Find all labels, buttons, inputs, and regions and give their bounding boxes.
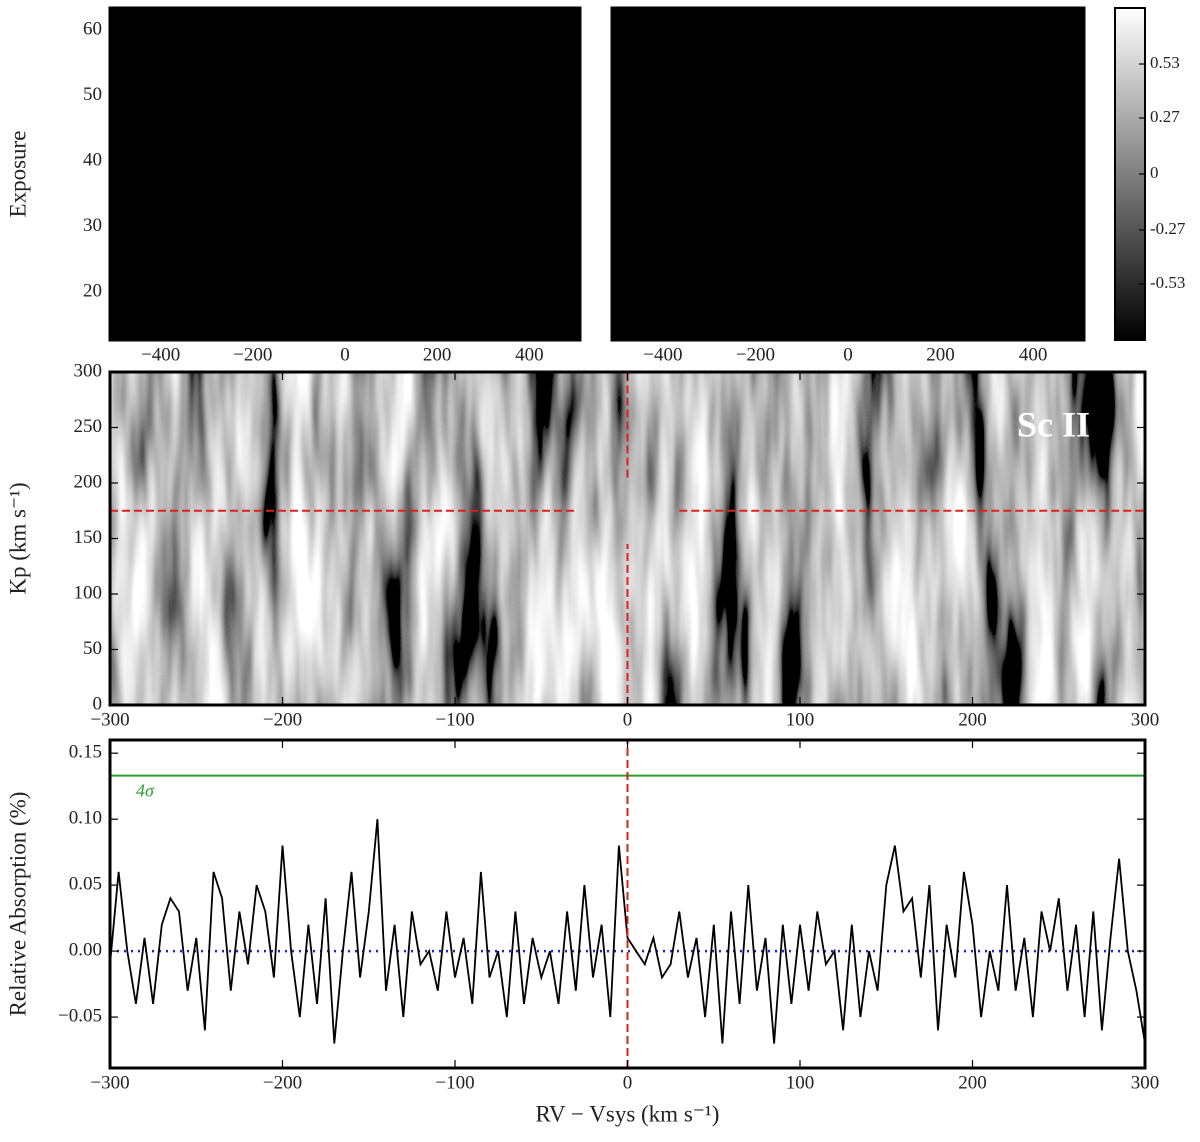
x-tick-label: −300 [90,709,129,730]
x-tick-label: 0 [623,709,633,730]
heatmap-image [612,8,1084,340]
x-tick-label: 0 [340,344,350,365]
y-tick-label: 50 [83,638,102,659]
x-tick-label: 200 [958,1072,987,1093]
x-tick-label: 400 [515,344,544,365]
plot-frame [108,6,582,342]
x-tick-label: −300 [90,1072,129,1093]
x-tick-label: 0 [623,1072,633,1093]
x-tick-label: 300 [1131,709,1160,730]
y-tick-label: 20 [83,281,102,302]
x-tick-label: −100 [435,1072,474,1093]
x-tick-label: −400 [141,344,180,365]
x-tick-label: −100 [435,709,474,730]
y-tick-label: 200 [74,471,103,492]
y-axis-label: Exposure [5,131,30,218]
colorbar-tick-label: 0 [1150,163,1159,182]
plot-frame [108,370,1147,707]
x-tick-label: 100 [786,1072,815,1093]
x-tick-label: −200 [263,1072,302,1093]
x-tick-label: −200 [736,344,775,365]
y-tick-label: 0.00 [69,939,102,960]
y-axis-label: Kp (km s⁻¹) [5,482,30,594]
colorbar-tick-label: 0.53 [1150,53,1180,72]
colorbar-tick-label: -0.27 [1150,219,1186,238]
colorbar-tick-label: 0.27 [1150,107,1180,126]
y-tick-label: 100 [74,582,103,603]
x-tick-label: 0 [843,344,853,365]
heatmap-image [110,8,580,340]
y-tick-label: 150 [74,527,103,548]
y-tick-label: 0.10 [69,808,102,829]
x-tick-label: −200 [233,344,272,365]
annotation: Sc II [1017,404,1090,444]
colorbar-tick-label: -0.53 [1150,273,1185,292]
y-axis-label: Relative Absorption (%) [5,792,30,1017]
x-tick-label: 100 [786,709,815,730]
y-tick-label: 50 [83,84,102,105]
x-tick-label: 400 [1019,344,1048,365]
x-tick-label: 300 [1131,1072,1160,1093]
x-tick-label: 200 [926,344,955,365]
plot-frame [108,738,1147,1070]
x-tick-label: −200 [263,709,302,730]
y-tick-label: 0 [93,693,103,714]
x-tick-label: 200 [423,344,452,365]
y-tick-label: 30 [83,215,102,236]
threshold-label: 4σ [136,781,155,801]
y-tick-label: 40 [83,150,102,171]
y-tick-label: 0.15 [69,742,102,763]
y-tick-label: 0.05 [69,873,102,894]
y-tick-label: 300 [74,360,103,381]
plot-frame [610,6,1086,342]
x-tick-label: −400 [643,344,682,365]
x-tick-label: 200 [958,709,987,730]
y-tick-label: 60 [83,19,102,40]
y-tick-label: 250 [74,416,103,437]
data-line [109,819,1146,1044]
y-tick-label: −0.05 [58,1005,102,1026]
x-axis-label: RV − Vsys (km s⁻¹) [536,1101,720,1126]
